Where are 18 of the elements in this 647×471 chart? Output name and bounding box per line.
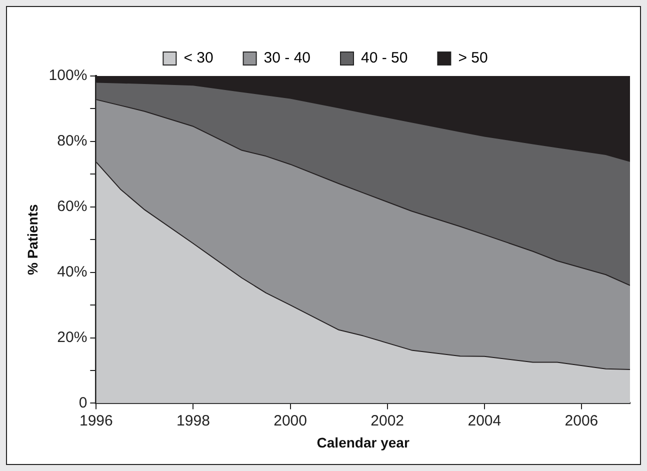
y-axis-title: % Patients <box>24 204 40 276</box>
x-tick-label: 2002 <box>370 412 404 430</box>
legend-label: > 50 <box>458 50 488 67</box>
legend-label: < 30 <box>184 50 214 67</box>
y-tick-label: 0 <box>78 394 88 412</box>
x-tick-label: 2004 <box>468 412 502 430</box>
x-tick-label: 2006 <box>564 412 598 430</box>
legend-label: 40 - 50 <box>361 50 408 67</box>
legend-label: 30 - 40 <box>264 50 311 67</box>
y-tick-label: 80% <box>57 132 88 150</box>
x-axis-title: Calendar year <box>316 434 410 450</box>
y-tick-label: 20% <box>57 328 88 346</box>
y-tick-label: 60% <box>57 198 88 216</box>
y-tick-label: 40% <box>57 263 88 280</box>
y-tick-label: 100% <box>48 67 88 84</box>
x-tick-label: 2000 <box>274 412 307 430</box>
x-tick-label: 1996 <box>79 412 113 430</box>
x-tick-label: 1998 <box>176 412 210 430</box>
